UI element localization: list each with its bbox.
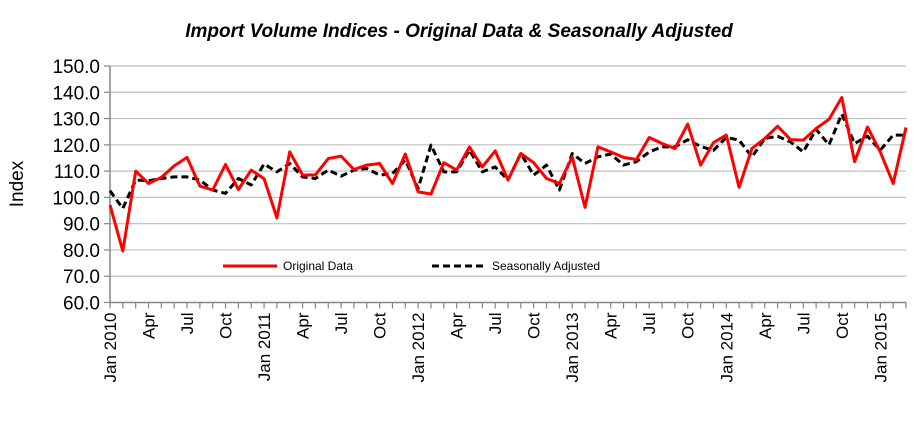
legend: Original Data Seasonally Adjusted [223,259,600,273]
x-tick-label: Jul [640,313,659,335]
series-lines [108,96,908,253]
x-tick-label: Oct [371,312,390,339]
x-tick-label: Jul [794,313,813,335]
x-tick-label: Jan 2011 [255,313,274,382]
axes [109,66,907,309]
y-tick-label: 80.0 [63,241,100,262]
x-tick-label: Oct [217,312,236,339]
series-line-original-data [108,96,908,253]
y-tick-labels: 60.0 70.0 80.0 90.0 100.0 110.0 120.0 130.0 140.… [52,57,100,315]
x-tick-label: Jan 2012 [409,313,428,383]
x-tick-label: Oct [679,312,698,339]
x-tick-label: Jan 2014 [717,313,736,383]
chart-title: Import Volume Indices - Original Data & … [185,21,733,42]
x-tick-label: Jul [178,313,197,335]
y-tick-label: 100.0 [52,188,100,209]
x-tick-label: Apr [448,312,467,339]
x-tick-label: Jul [486,313,505,335]
x-tick-label: Apr [602,312,621,339]
series-line-seasonally-adjusted [108,112,906,210]
x-tick-label: Oct [833,312,852,339]
y-axis-label: Index [7,160,28,207]
x-tick-labels: Jan 2010 Apr Jul Oct Jan 2011 Apr Jul Oct Jan 20… [101,312,890,382]
x-tick-label: Jan 2015 [871,313,890,383]
x-tick-label: Oct [525,312,544,339]
y-tick-label: 60.0 [63,294,100,315]
gridlines [104,65,906,304]
x-tick-label: Apr [140,312,159,339]
y-tick-label: 110.0 [54,162,100,183]
y-tick-label: 70.0 [63,267,100,288]
y-tick-label: 140.0 [52,83,100,104]
x-tick-label: Jul [332,313,351,335]
y-tick-label: 120.0 [52,136,100,157]
x-tick-label: Apr [294,312,313,339]
y-tick-label: 90.0 [63,215,100,236]
y-tick-label: 150.0 [52,57,100,78]
x-tick-label: Jan 2010 [101,313,120,383]
y-tick-label: 130.0 [52,110,100,131]
legend-label-seasonally-adjusted: Seasonally Adjusted [492,259,600,273]
x-tick-label: Apr [756,312,775,339]
legend-label-original-data: Original Data [283,259,353,273]
x-tick-label: Jan 2013 [563,313,582,383]
